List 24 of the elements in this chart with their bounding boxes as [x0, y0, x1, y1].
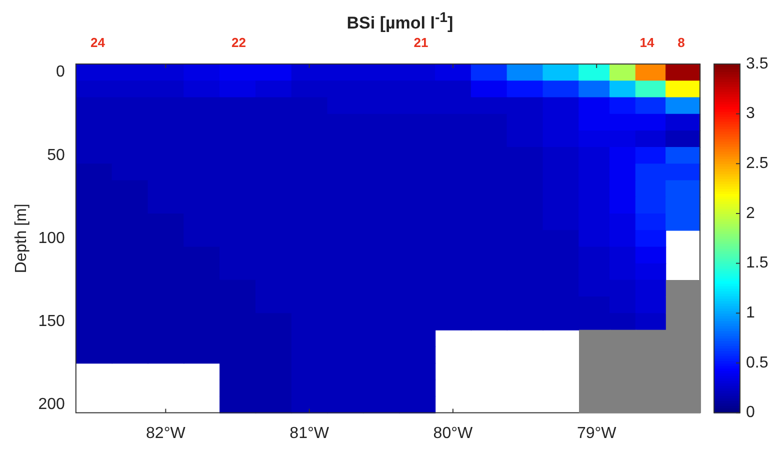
text: 22 [232, 35, 246, 50]
color-bar-label: 3 [746, 105, 755, 122]
color-bar-label: 1.5 [746, 254, 768, 272]
chart-title: BSi [µmol l$^{-1}$] [346, 10, 454, 34]
text: 21 [414, 35, 428, 50]
color-bar-label: 0 [746, 404, 755, 422]
color-bar-label: 2.5 [746, 155, 768, 172]
text: 14 [640, 35, 655, 50]
text: 8 [678, 35, 685, 50]
y-tick-label: 0 [56, 64, 65, 81]
y-axis-title: Depth [m] [13, 204, 30, 274]
x-tick-label: 82°W [146, 424, 186, 442]
y-tick-label: 100 [38, 230, 65, 247]
color-bar-label: 2 [746, 204, 755, 222]
color-bar-label: 3.5 [746, 55, 768, 72]
x-tick-label: 79°W [576, 424, 618, 442]
x-tick-label: 80°W [433, 424, 474, 442]
y-tick-label: 150 [38, 312, 65, 330]
x-tick-label: 81°W [290, 424, 330, 442]
y-tick-label: 50 [47, 146, 65, 164]
y-tick-label: 200 [38, 396, 65, 413]
text: 24 [90, 35, 106, 50]
color-bar-label: 0.5 [746, 354, 768, 372]
color-bar-label: 1 [746, 304, 755, 322]
